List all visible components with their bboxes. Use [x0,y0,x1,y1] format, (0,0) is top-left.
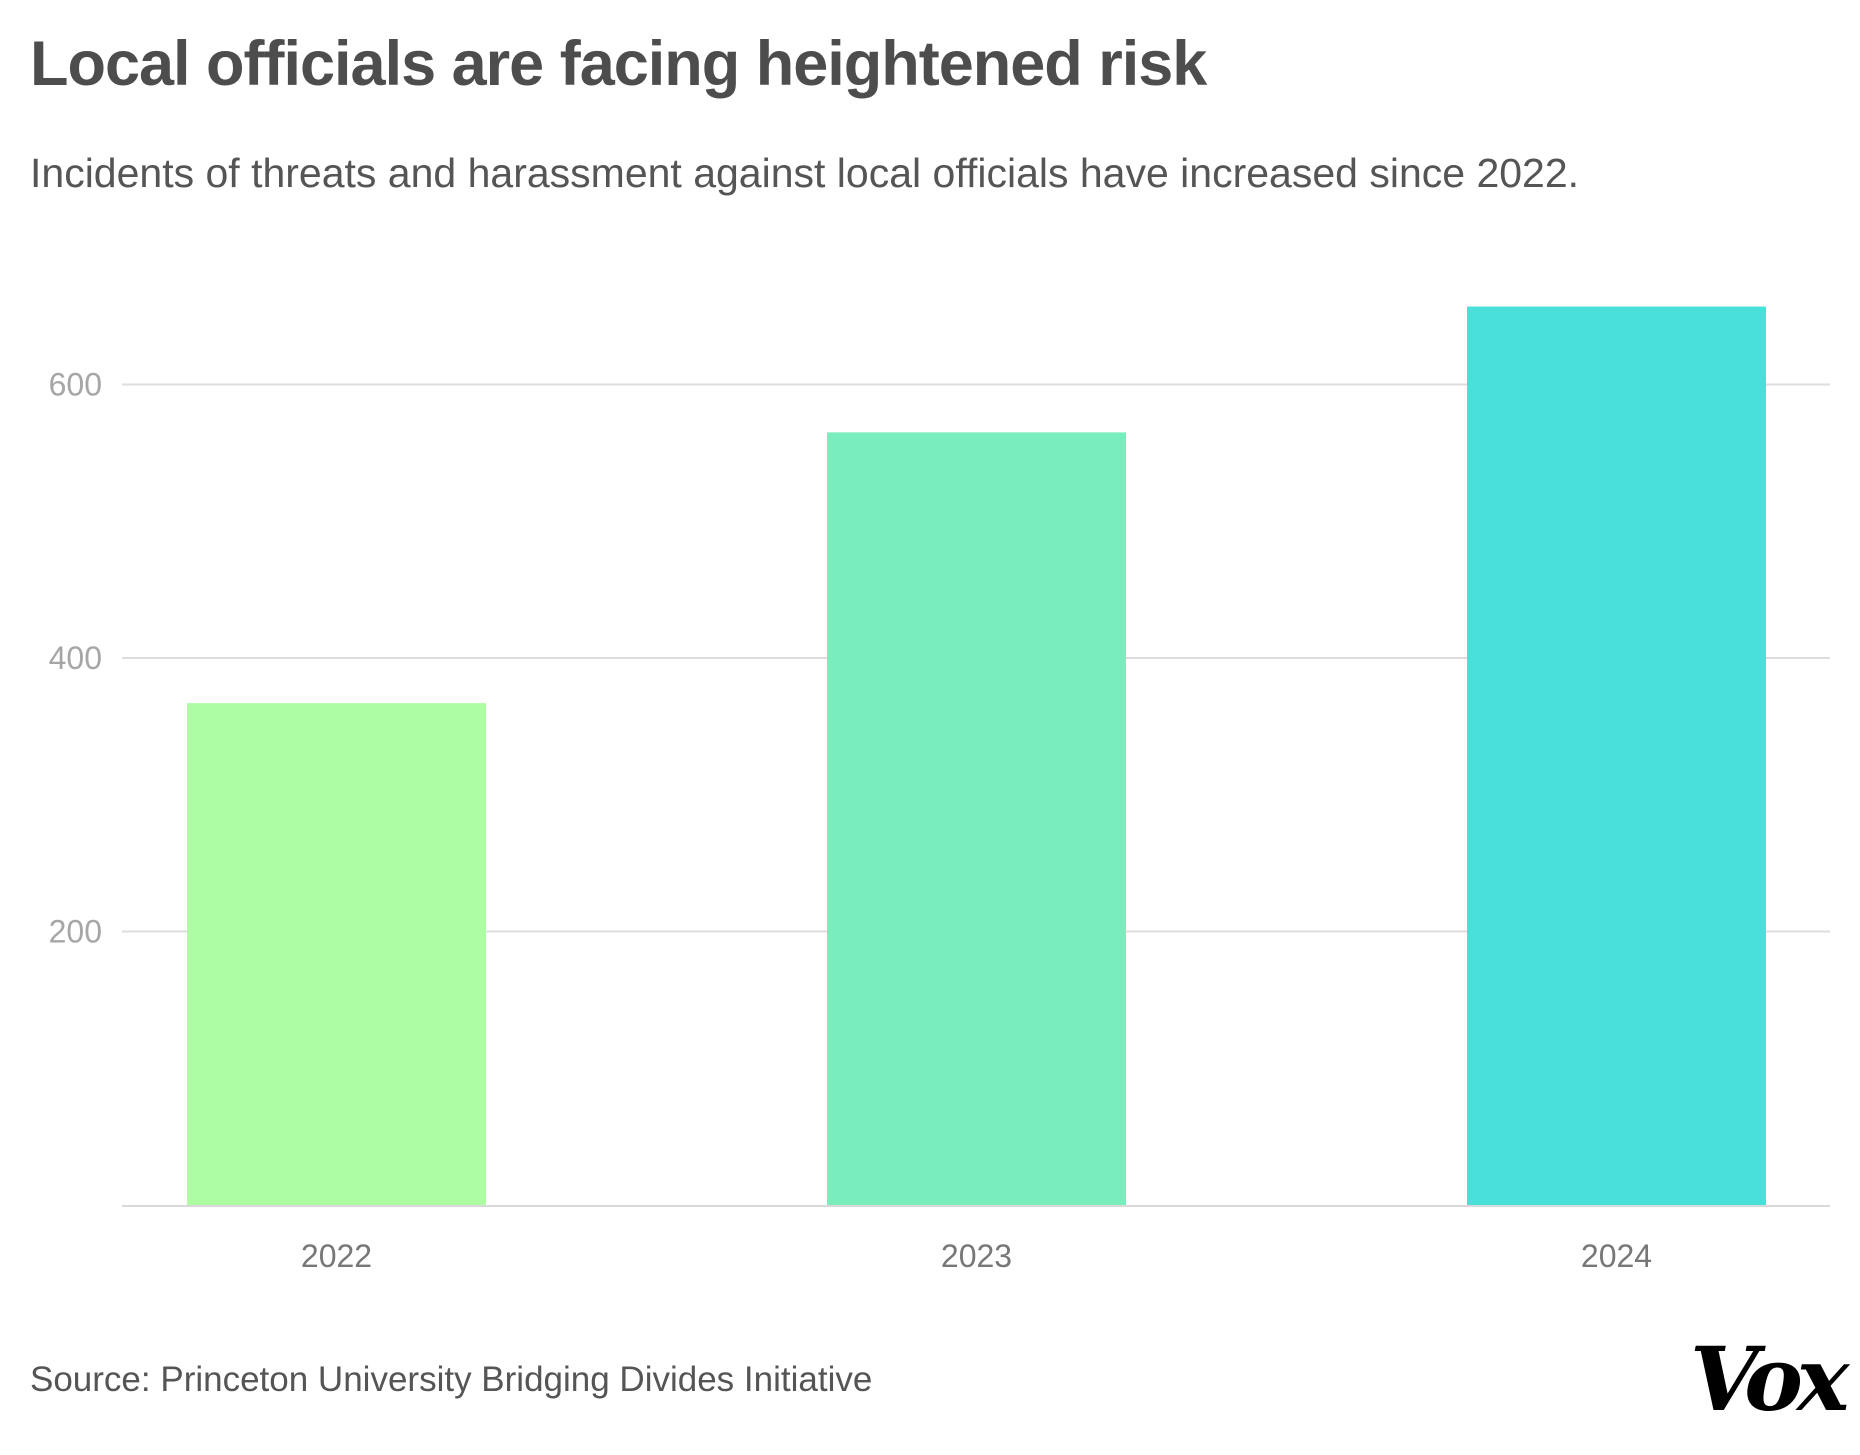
x-tick-label: 2022 [301,1238,372,1274]
source-note: Source: Princeton University Bridging Di… [30,1360,873,1399]
chart-subtitle: Incidents of threats and harassment agai… [30,150,1580,196]
y-tick-label: 400 [49,640,102,676]
bar-2024 [1467,306,1766,1205]
x-tick-label: 2023 [941,1238,1012,1274]
y-tick-label: 600 [49,367,102,403]
x-axis-labels: 2022 2023 2024 [301,1238,1652,1274]
bar-chart: 200 400 600 2022 2023 2024 [49,306,1830,1274]
bars [187,306,1766,1205]
y-tick-label: 200 [49,914,102,950]
x-tick-label: 2024 [1581,1238,1652,1274]
bar-2022 [187,703,486,1205]
chart-title: Local officials are facing heightened ri… [30,29,1207,99]
vox-logo: Vox [1690,1327,1849,1431]
bar-2023 [827,432,1126,1205]
